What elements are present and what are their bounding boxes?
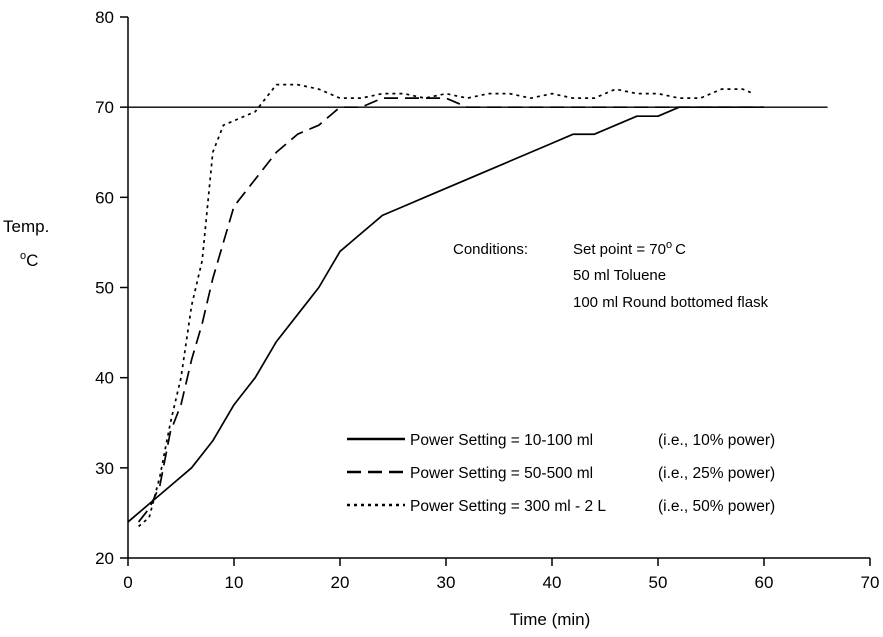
x-tick-label: 70 bbox=[861, 573, 880, 592]
series-line-dashed bbox=[137, 97, 764, 523]
y-tick-label: 20 bbox=[95, 549, 114, 568]
x-tick-label: 20 bbox=[331, 573, 350, 592]
legend-note-2: (i.e., 25% power) bbox=[658, 465, 775, 482]
x-tick-label: 40 bbox=[543, 573, 562, 592]
tick-labels: 0 10 20 30 40 50 60 70 20 30 40 50 60 70 80 bbox=[95, 8, 879, 592]
legend-label-1: Power Setting = 10-100 ml bbox=[410, 432, 593, 449]
setpoint-degree-symbol: o bbox=[666, 239, 672, 251]
y-tick-label: 70 bbox=[95, 98, 114, 117]
series-line-solid bbox=[127, 106, 764, 523]
y-tick-label: 80 bbox=[95, 8, 114, 27]
legend-note-1: (i.e., 10% power) bbox=[658, 432, 775, 449]
setpoint-text: Set point = 70 bbox=[573, 241, 666, 258]
y-axis-title-line2: oC bbox=[20, 250, 38, 270]
setpoint-unit: C bbox=[675, 241, 686, 258]
x-tick-label: 10 bbox=[225, 573, 244, 592]
y-axis-degree-symbol: o bbox=[20, 250, 26, 262]
y-tick-label: 30 bbox=[95, 459, 114, 478]
x-tick-label: 60 bbox=[755, 573, 774, 592]
x-tick-label: 0 bbox=[123, 573, 132, 592]
tick-marks bbox=[120, 16, 871, 566]
y-tick-label: 50 bbox=[95, 279, 114, 298]
y-axis-unit: C bbox=[26, 251, 38, 270]
y-axis-title-line1: Temp. bbox=[3, 217, 49, 236]
series-group bbox=[127, 83, 764, 528]
conditions-setpoint: Set point = 70o C bbox=[573, 239, 686, 258]
x-tick-label: 30 bbox=[437, 573, 456, 592]
legend-note-3: (i.e., 50% power) bbox=[658, 498, 775, 515]
series-line-dotted bbox=[138, 83, 754, 528]
legend-label-3: Power Setting = 300 ml - 2 L bbox=[410, 498, 606, 515]
legend: Power Setting = 10-100 ml (i.e., 10% pow… bbox=[347, 432, 775, 515]
conditions-flask: 100 ml Round bottomed flask bbox=[573, 294, 769, 311]
conditions-annotation: Conditions: Set point = 70o C 50 ml Tolue… bbox=[453, 239, 769, 311]
legend-label-2: Power Setting = 50-500 ml bbox=[410, 465, 593, 482]
y-tick-label: 60 bbox=[95, 188, 114, 207]
x-tick-label: 50 bbox=[649, 573, 668, 592]
conditions-prefix: Conditions: bbox=[453, 241, 528, 258]
x-axis-title: Time (min) bbox=[510, 610, 591, 629]
y-tick-label: 40 bbox=[95, 369, 114, 388]
conditions-solvent: 50 ml Toluene bbox=[573, 267, 666, 284]
